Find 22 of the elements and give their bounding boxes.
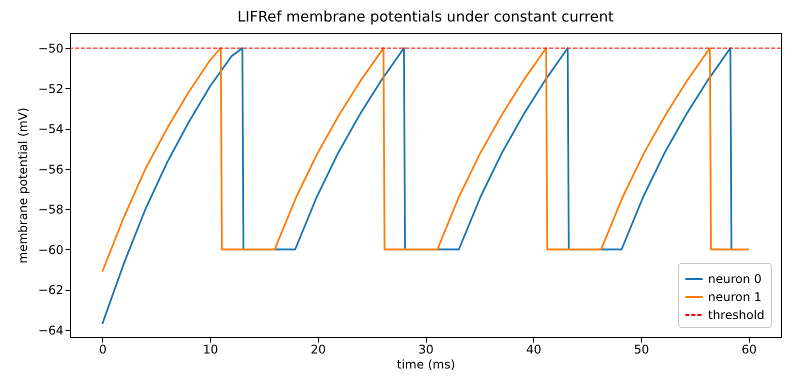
y-axis-title: membrane potential (mV) [16, 108, 30, 264]
x-tick-label: 40 [526, 342, 542, 356]
y-tick-label: −52 [38, 82, 64, 96]
legend-label: neuron 1 [708, 290, 762, 304]
x-axis-title: time (ms) [396, 358, 456, 372]
x-tick-label: 30 [418, 342, 434, 356]
y-tick-label: −60 [38, 242, 64, 257]
y-tick-label: −62 [38, 283, 64, 298]
legend-label: threshold [708, 308, 765, 322]
x-tick-label: 0 [99, 342, 107, 356]
y-tick-label: −64 [38, 323, 64, 338]
y-tick-label: −58 [38, 202, 64, 217]
y-tick-label: −56 [38, 162, 64, 176]
x-tick-label: 60 [742, 342, 757, 356]
line-series [101, 47, 750, 272]
legend-label: neuron 0 [708, 272, 762, 286]
x-tick-label: 20 [310, 342, 326, 356]
x-tick-label: 10 [202, 342, 218, 356]
y-tick-label: −50 [38, 42, 64, 56]
chart-title: LIFRef membrane potentials under constant current [237, 10, 614, 26]
x-tick-label: 50 [634, 342, 650, 356]
y-tick-label: −54 [38, 122, 64, 136]
